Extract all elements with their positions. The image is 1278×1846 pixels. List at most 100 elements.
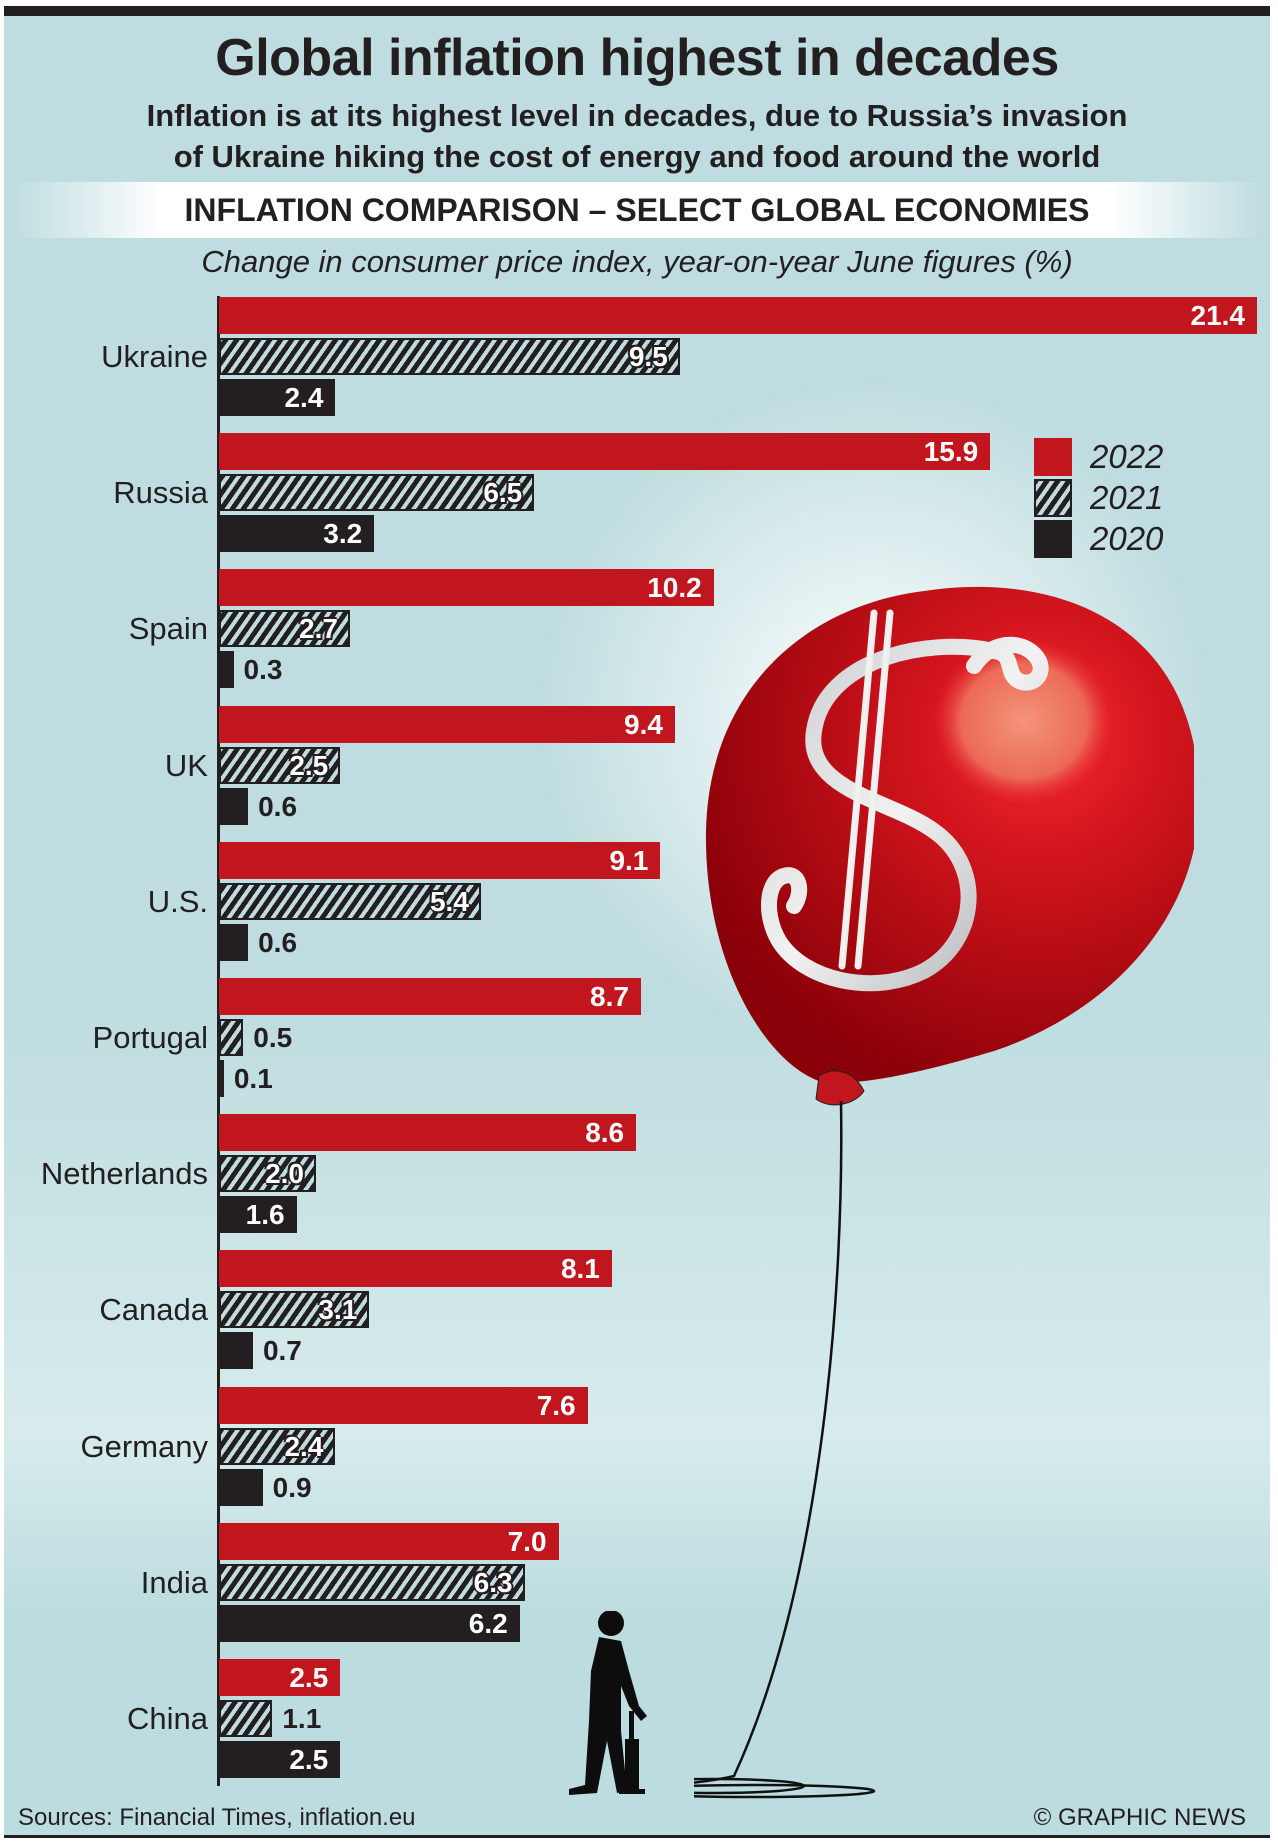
copyright-credit: © GRAPHIC NEWS (1033, 1804, 1246, 1831)
top-rule (4, 6, 1270, 16)
category-label: Portugal (92, 1020, 208, 1055)
data-label-2021: 2.7 (299, 613, 338, 645)
legend-item-2021: 2021 (1034, 477, 1174, 517)
category-label: Spain (128, 611, 208, 647)
data-label-2020: 0.3 (243, 654, 283, 686)
bar-2022 (219, 569, 714, 607)
data-label-2021: 2.5 (289, 749, 329, 781)
subtitle-line-1: Inflation is at its highest level in dec… (146, 98, 1128, 133)
data-label-2020: 0.6 (258, 926, 298, 958)
bar-2022 (219, 841, 661, 879)
data-label-2020: 2.4 (284, 382, 324, 413)
category-label: Canada (99, 1292, 208, 1328)
bar-2022 (219, 978, 641, 1015)
data-label-2020: 0.1 (233, 1063, 273, 1094)
data-label-2022: 9.4 (624, 708, 663, 740)
legend-swatch-2020 (1034, 520, 1072, 558)
bar-2020 (219, 515, 375, 553)
bar-2022 (219, 705, 675, 743)
legend-item-2020: 2020 (1034, 518, 1174, 558)
data-label-2020: 0.9 (272, 1471, 312, 1503)
dollar-sign-icon (761, 609, 1049, 992)
bar-2020 (219, 1468, 263, 1506)
data-label-2020: 1.6 (245, 1199, 285, 1231)
category-label: India (140, 1564, 208, 1600)
category-label: Germany (80, 1428, 208, 1464)
bar-2021 (219, 1155, 316, 1193)
category-label: UK (164, 747, 208, 783)
man-with-pump-icon (569, 1611, 647, 1795)
data-label-2022: 8.6 (585, 1117, 625, 1149)
bar-2021 (219, 1427, 336, 1465)
legend-item-2022: 2022 (1034, 436, 1174, 476)
data-label-2022: 8.7 (590, 981, 629, 1012)
data-label-2022: 10.2 (647, 572, 702, 604)
bar-2021 (219, 746, 341, 784)
source-note: Sources: Financial Times, inflation.eu (18, 1804, 416, 1831)
legend-label-2021: 2021 (1090, 479, 1164, 516)
data-label-2022: 21.4 (1190, 300, 1246, 331)
data-label-2022: 9.1 (609, 844, 649, 876)
bar-2022 (219, 1522, 559, 1560)
data-label-2021: 0.5 (253, 1022, 293, 1053)
bar-2020 (219, 787, 249, 825)
data-label-2022: 8.1 (560, 1253, 600, 1285)
bar-2021 (219, 1563, 525, 1601)
data-label-2022: 7.6 (536, 1389, 576, 1421)
bar-2022 (219, 297, 1257, 334)
data-label-2020: 6.2 (468, 1607, 508, 1639)
bar-2021 (219, 474, 535, 512)
data-label-2021: 2.4 (284, 1430, 324, 1462)
balloon-illustration (694, 586, 1194, 1799)
bar-2021 (219, 1291, 370, 1329)
bar-2021 (219, 610, 350, 648)
main-title: Global inflation highest in decades (215, 29, 1059, 87)
category-label: Netherlands (40, 1156, 208, 1192)
legend-label-2022: 2022 (1090, 438, 1164, 475)
category-axis (217, 296, 220, 1786)
chart-subtitle: Change in consumer price index, year-on-… (201, 244, 1073, 279)
data-label-2020: 2.5 (289, 1744, 329, 1775)
data-label-2022: 7.0 (507, 1525, 547, 1557)
category-label: Russia (113, 475, 208, 511)
data-label-2022: 2.5 (289, 1662, 329, 1693)
bar-2020 (219, 651, 234, 689)
bar-2020 (219, 1604, 520, 1642)
category-label: China (127, 1701, 208, 1736)
bar-2021 (219, 882, 481, 920)
category-label: Ukraine (101, 339, 208, 374)
data-label-2021: 5.4 (429, 885, 469, 917)
data-label-2020: 0.7 (262, 1335, 302, 1367)
balloon-string (694, 1100, 843, 1784)
infographic-frame: Global inflation highest in decades Infl… (4, 6, 1270, 1838)
category-label: U.S. (147, 883, 208, 919)
data-label-2021: 6.3 (473, 1566, 513, 1598)
data-label-2021: 3.1 (318, 1294, 358, 1326)
bar-2020 (219, 1196, 297, 1234)
balloon-knot (815, 1070, 865, 1106)
section-band: INFLATION COMPARISON – SELECT GLOBAL ECO… (14, 182, 1260, 238)
subtitle-line-2: of Ukraine hiking the cost of energy and… (173, 139, 1101, 174)
data-label-2020: 0.6 (258, 790, 298, 822)
bar-2020 (219, 1060, 224, 1097)
bar-2022 (219, 433, 991, 471)
bar-2021 (219, 338, 680, 375)
bar-2020 (219, 1741, 341, 1778)
balloon-highlight (934, 639, 1114, 803)
legend-label-2020: 2020 (1090, 520, 1164, 557)
bottom-rule (4, 1835, 1270, 1838)
data-label-2021: 1.1 (282, 1703, 322, 1734)
bar-2022 (219, 1114, 637, 1152)
bar-2022 (219, 1250, 612, 1288)
data-label-2021: 9.5 (628, 341, 668, 372)
legend-swatch-2022 (1034, 438, 1072, 476)
section-title: INFLATION COMPARISON – SELECT GLOBAL ECO… (184, 192, 1090, 228)
bar-2020 (219, 379, 336, 416)
bar-2020 (219, 923, 249, 961)
data-label-2021: 6.5 (483, 477, 523, 509)
legend-swatch-2021 (1034, 479, 1072, 517)
bar-2020 (219, 1332, 253, 1370)
data-label-2020: 3.2 (323, 518, 363, 550)
bar-2021 (219, 1700, 273, 1737)
bar-2021 (219, 1019, 244, 1056)
